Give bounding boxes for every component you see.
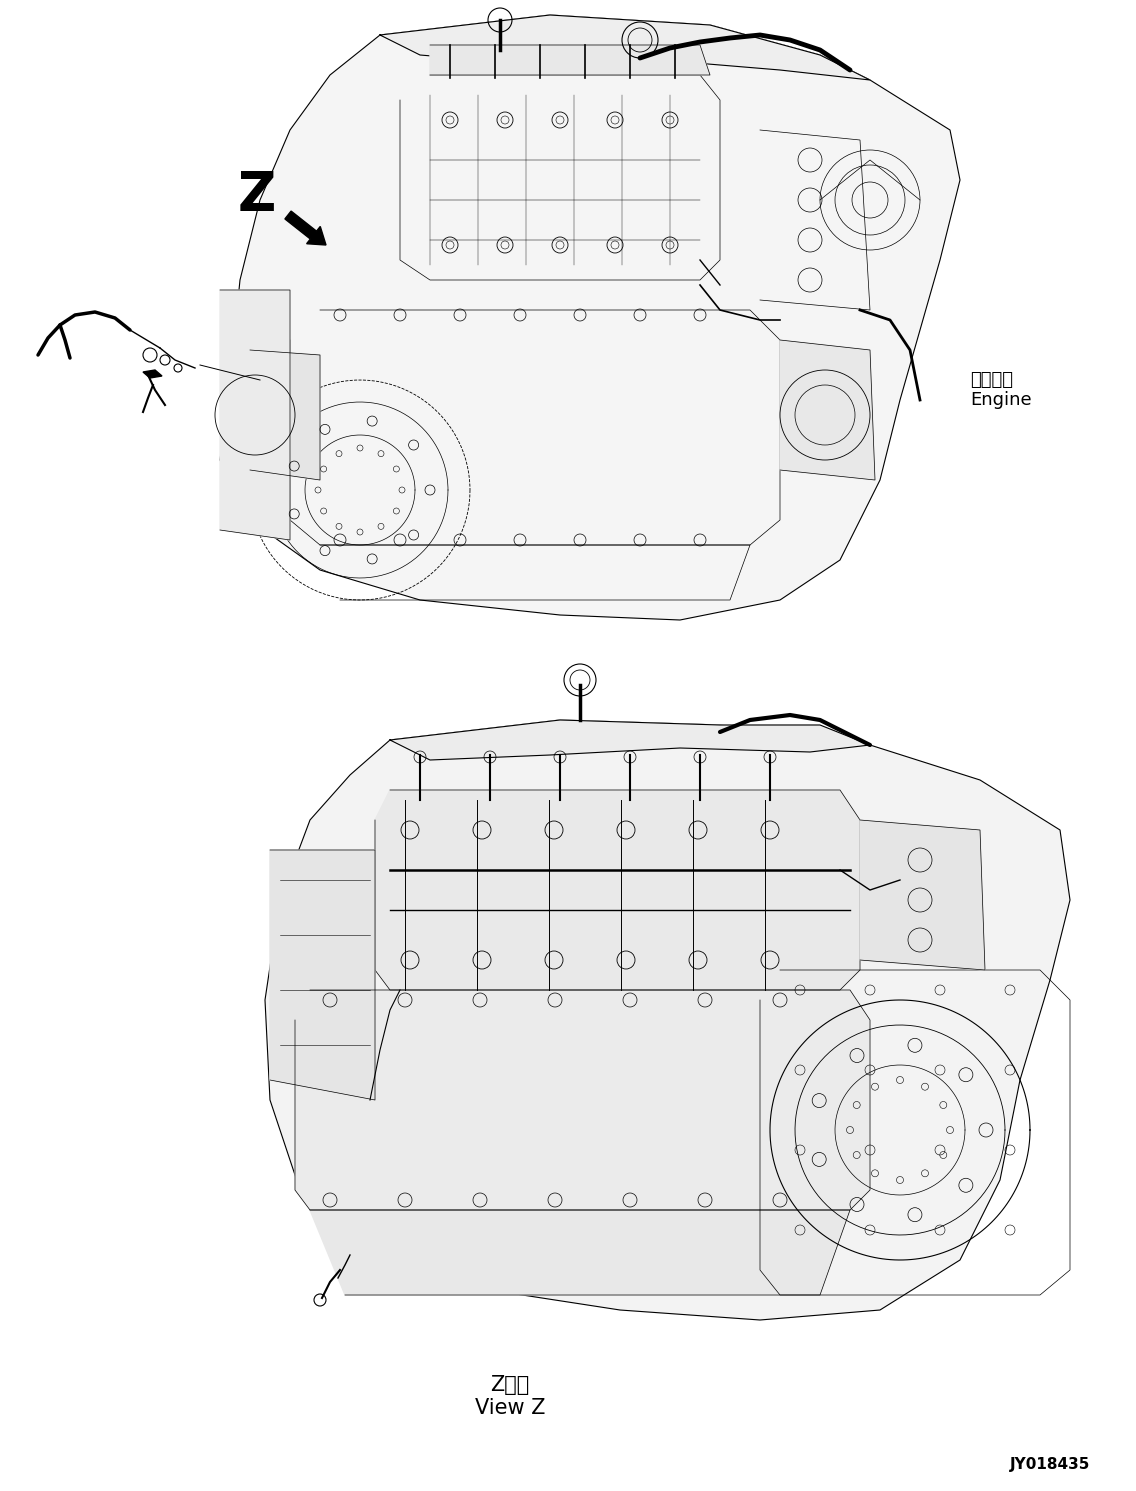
Polygon shape (860, 820, 985, 971)
Text: View Z: View Z (475, 1399, 545, 1418)
Polygon shape (431, 45, 710, 75)
Text: JY018435: JY018435 (1010, 1458, 1091, 1473)
Polygon shape (310, 1211, 850, 1296)
Polygon shape (780, 340, 875, 480)
Polygon shape (265, 720, 1070, 1320)
Polygon shape (143, 370, 162, 379)
Polygon shape (375, 790, 860, 990)
FancyArrow shape (285, 212, 326, 245)
Text: Engine: Engine (970, 391, 1031, 409)
Polygon shape (250, 350, 320, 480)
Text: Z: Z (239, 168, 276, 221)
Text: Z　視: Z 視 (491, 1375, 529, 1396)
Polygon shape (220, 291, 290, 540)
Text: エンジン: エンジン (970, 371, 1013, 389)
Polygon shape (220, 15, 960, 620)
Polygon shape (270, 850, 375, 1100)
Polygon shape (295, 990, 870, 1211)
Polygon shape (381, 15, 870, 81)
Polygon shape (390, 720, 870, 760)
